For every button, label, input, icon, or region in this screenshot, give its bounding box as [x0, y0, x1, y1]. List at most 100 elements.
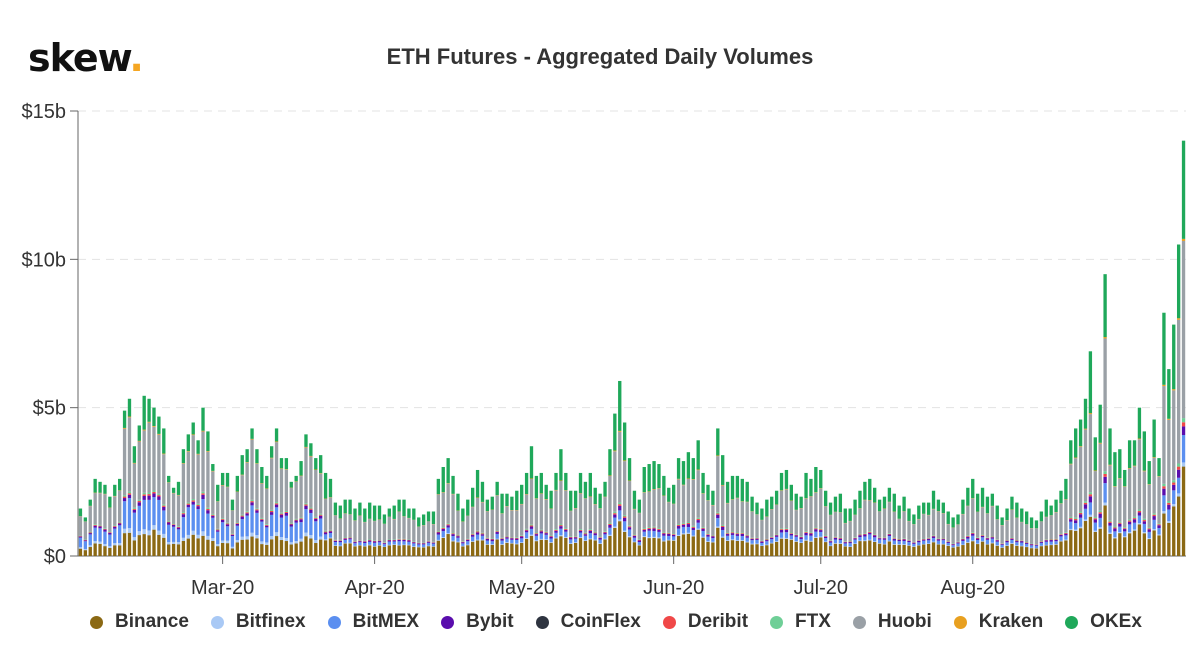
bar-segment-okex	[284, 458, 289, 470]
bar-segment-ftx	[745, 534, 749, 536]
bar-segment-okex	[549, 490, 553, 509]
bar-segment-deribit	[696, 518, 700, 521]
bar-segment-binance	[93, 543, 97, 556]
bar-segment-huobi	[681, 485, 686, 523]
bar-segment-kraken	[721, 484, 725, 486]
bar-segment-binance	[471, 541, 475, 556]
bar-segment-huobi	[853, 515, 857, 538]
bar-segment-bitmex	[1083, 508, 1088, 520]
bar-segment-huobi	[912, 524, 916, 542]
bar-segment-okex	[1064, 478, 1068, 500]
bar-segment-huobi	[451, 494, 455, 533]
bar-segment-bitfinex	[397, 544, 401, 546]
bar-segment-huobi	[765, 516, 769, 539]
bar-segment-okex	[819, 469, 823, 489]
bar-segment-ftx	[559, 524, 563, 526]
bar-segment-bybit	[201, 494, 205, 500]
bar-segment-binance	[1162, 513, 1166, 556]
bar-segment-deribit	[755, 538, 759, 539]
bar-segment-bybit	[951, 544, 955, 546]
bar-segment-ftx	[1054, 538, 1058, 540]
bar-segment-deribit	[230, 534, 235, 535]
bar-segment-bitmex	[838, 539, 843, 544]
bar-segment-okex	[220, 472, 225, 485]
bar-segment-ftx	[985, 537, 990, 538]
bar-segment-huobi	[485, 511, 490, 538]
bar-segment-bitmex	[843, 543, 847, 547]
bar-segment-ftx	[1162, 483, 1166, 487]
bar-segment-bitmex	[603, 534, 607, 539]
bar-segment-ftx	[162, 504, 166, 506]
bar-segment-okex	[799, 496, 803, 509]
bar-segment-huobi	[358, 515, 362, 541]
bar-segment-okex	[348, 499, 352, 515]
legend-item-huobi[interactable]: Huobi	[852, 611, 932, 633]
bar-segment-huobi	[691, 479, 695, 526]
bar-segment-ftx	[926, 537, 931, 539]
legend-item-bybit[interactable]: Bybit	[441, 611, 514, 633]
legend-item-kraken[interactable]: Kraken	[953, 611, 1043, 633]
legend-item-bitfinex[interactable]: Bitfinex	[210, 611, 306, 633]
bar-segment-huobi	[652, 489, 656, 527]
legend-swatch-ftx	[770, 615, 784, 629]
bar-segment-bybit	[471, 535, 475, 537]
bar-segment-okex	[1020, 508, 1024, 522]
bar-segment-bitfinex	[520, 542, 524, 543]
bar-segment-binance	[294, 543, 298, 556]
bar-segment-ftx	[618, 502, 622, 505]
bar-segment-huobi	[922, 514, 926, 539]
bar-segment-binance	[343, 543, 347, 556]
bar-segment-okex	[627, 458, 632, 481]
bar-segment-bitfinex	[1010, 543, 1014, 544]
bar-segment-deribit	[966, 536, 970, 537]
bar-segment-binance	[78, 548, 83, 556]
bar-segment-bybit	[843, 542, 847, 544]
bar-segment-bitmex	[833, 539, 838, 544]
legend-item-deribit[interactable]: Deribit	[662, 611, 748, 633]
legend-item-bitmex[interactable]: BitMEX	[327, 611, 419, 633]
bar-segment-bitfinex	[667, 539, 671, 541]
bar-segment-okex	[569, 490, 573, 511]
bar-segment-binance	[745, 542, 749, 556]
bar-segment-okex	[216, 484, 220, 502]
bar-segment-bitmex	[162, 510, 166, 534]
bar-segment-huobi	[554, 490, 558, 530]
bar-segment-deribit	[814, 528, 818, 530]
bar-segment-huobi	[946, 524, 950, 542]
bar-segment-bybit	[456, 536, 460, 538]
bar-segment-okex	[382, 514, 387, 524]
bar-segment-ftx	[971, 532, 975, 533]
bar-segment-huobi	[672, 504, 676, 534]
bar-segment-bitmex	[1127, 524, 1132, 533]
bar-segment-huobi	[417, 526, 421, 543]
legend-item-binance[interactable]: Binance	[90, 611, 189, 633]
legend-item-ftx[interactable]: FTX	[770, 611, 831, 633]
bar-segment-bitmex	[171, 526, 176, 542]
bar-segment-ftx	[397, 538, 401, 540]
bar-segment-ftx	[877, 537, 882, 538]
bar-segment-deribit	[652, 527, 656, 529]
bar-segment-okex	[431, 511, 436, 525]
bar-segment-binance	[823, 542, 828, 556]
bar-segment-bitfinex	[348, 542, 352, 544]
bar-segment-okex	[735, 475, 740, 498]
bar-segment-deribit	[701, 527, 705, 529]
bar-segment-ftx	[588, 529, 592, 530]
bar-segment-huobi	[132, 463, 137, 508]
bar-segment-binance	[461, 546, 465, 556]
bar-segment-okex	[255, 449, 259, 464]
legend-item-coinflex[interactable]: CoinFlex	[535, 611, 641, 633]
bar-segment-okex	[618, 380, 622, 431]
bar-segment-ftx	[662, 531, 666, 533]
bar-segment-binance	[387, 545, 391, 556]
bar-segment-okex	[196, 440, 200, 454]
bar-segment-bitmex	[667, 535, 671, 540]
bar-segment-ftx	[456, 534, 460, 536]
bar-segment-bitfinex	[1123, 536, 1127, 538]
bar-segment-ftx	[784, 528, 789, 529]
bar-segment-okex	[1157, 458, 1161, 477]
bar-segment-huobi	[118, 490, 122, 522]
legend-item-okex[interactable]: OKEx	[1065, 611, 1142, 633]
bar-segment-huobi	[608, 475, 612, 523]
bar-segment-bitfinex	[1059, 540, 1063, 542]
